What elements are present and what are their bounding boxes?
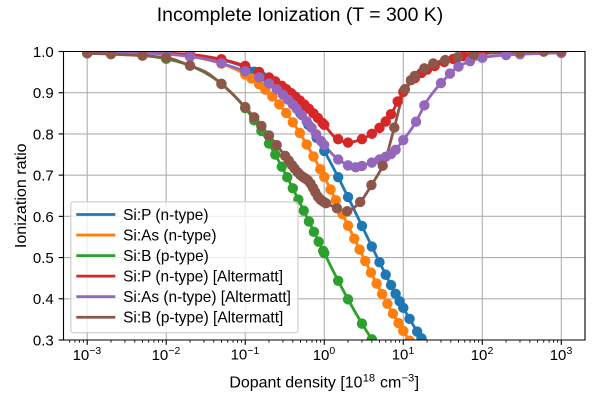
svg-text:Si:As (n-type) [Altermatt]: Si:As (n-type) [Altermatt] [123,289,291,306]
svg-text:Ionization ratio: Ionization ratio [12,143,30,248]
svg-text:Si:B (p-type): Si:B (p-type) [123,248,209,265]
svg-text:1 0 −: 1 0 − 1 [231,334,260,365]
svg-text:0.5: 0.5 [33,250,54,267]
svg-text:D o p a: D o p a n t d e n s i t y [ 1 0 c m ] 1 [229,361,424,392]
svg-text:Si:B (p-type) [Altermatt]: Si:B (p-type) [Altermatt] [123,310,283,327]
svg-text:1.0: 1.0 [33,44,54,61]
svg-text:1 0 −: 1 0 − 3 [73,334,102,365]
svg-text:Si:As (n-type): Si:As (n-type) [123,227,216,244]
svg-text:1 0 3: 1 0 3 [550,340,573,365]
svg-text:0.8: 0.8 [33,126,54,143]
svg-text:1 0 −: 1 0 − 2 [152,334,181,365]
svg-text:0.7: 0.7 [33,168,54,185]
svg-text:0.4: 0.4 [33,291,54,308]
svg-text:Si:P (n-type) [Altermatt]: Si:P (n-type) [Altermatt] [123,269,283,286]
svg-text:Si:P (n-type): Si:P (n-type) [123,207,208,224]
svg-text:0.3: 0.3 [33,332,54,349]
svg-text:1 0 0: 1 0 0 [313,340,336,365]
svg-text:Incomplete Ionization (T = 300: Incomplete Ionization (T = 300 K) [157,4,444,26]
svg-text:0.9: 0.9 [33,85,54,102]
svg-text:1 0 2: 1 0 2 [471,340,494,365]
svg-text:1 0 1: 1 0 1 [392,340,415,365]
svg-text:0.6: 0.6 [33,209,54,226]
